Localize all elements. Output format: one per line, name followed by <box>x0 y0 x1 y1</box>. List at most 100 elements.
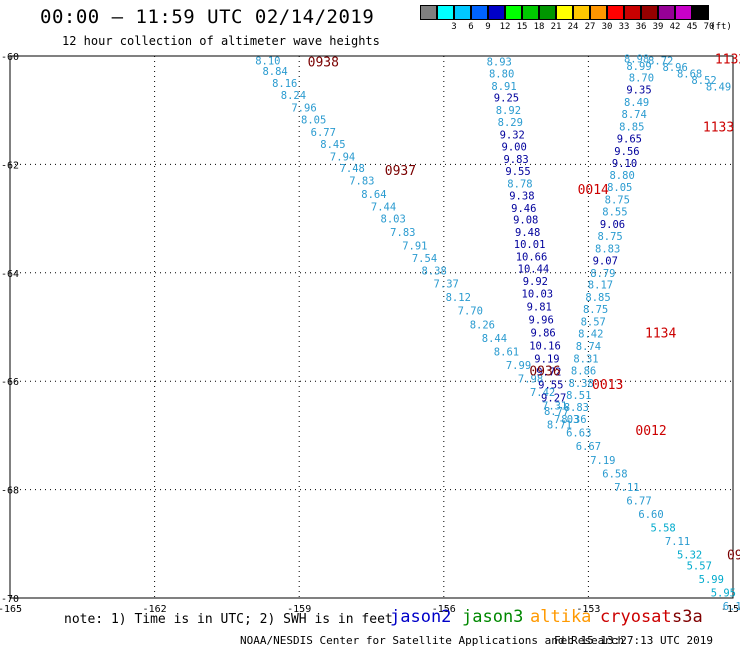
wave-height-value: 10.03 <box>522 288 554 300</box>
wave-height-value: 8.42 <box>578 329 603 341</box>
time-labels: 0938 0937 0014 1133 1134 0936 0013 0012 0935 1132 <box>308 53 740 564</box>
wave-height-value: 8.38 <box>569 378 594 390</box>
page-title: 00:00 – 11:59 UTC 02/14/2019 <box>40 6 375 28</box>
wave-height-value: 6.67 <box>576 441 601 453</box>
colorbar-swatch <box>692 5 709 20</box>
wave-height-value: 9.55 <box>538 379 563 391</box>
colorbar-swatch <box>437 5 454 20</box>
wave-height-value: 8.93 <box>487 56 512 68</box>
wave-height-value: 5.32 <box>677 550 702 562</box>
wave-height-value: 8.64 <box>361 189 386 201</box>
wave-height-value: 9.96 <box>529 314 554 326</box>
wave-height-value: 8.49 <box>706 81 731 93</box>
wave-height-value: 8.68 <box>677 68 702 80</box>
wave-height-value: 6.19 <box>723 601 740 613</box>
wave-height-value: 8.24 <box>281 90 306 102</box>
page-subtitle: 12 hour collection of altimeter wave hei… <box>62 34 380 48</box>
wave-height-value: 7.83 <box>349 176 374 188</box>
wave-height-value: 5.99 <box>699 574 724 586</box>
wave-height-value: 8.85 <box>585 292 610 304</box>
colorbar-swatch <box>420 5 437 20</box>
lon-tick-label: -162 <box>143 604 167 615</box>
wave-height-value: 8.75 <box>605 195 630 207</box>
colorbar-swatch <box>641 5 658 20</box>
legend-jason2: jason2 <box>390 607 452 627</box>
time-label: 0938 <box>308 55 339 70</box>
wave-height-value: 8.61 <box>494 346 519 358</box>
time-label: 0936 <box>529 364 560 379</box>
colorbar-label: 36 <box>635 22 647 32</box>
colorbar-unit: (ft) <box>710 22 732 32</box>
wave-height-value: 8.31 <box>573 353 598 365</box>
wave-height-value: 9.19 <box>534 353 559 365</box>
colorbar-label: 21 <box>550 22 562 32</box>
wave-height-value: 9.81 <box>527 301 552 313</box>
colorbar-label: 42 <box>669 22 681 32</box>
wave-height-value: 8.55 <box>602 207 627 219</box>
wave-height-value: 10.01 <box>514 239 546 251</box>
wave-height-value: 8.80 <box>489 68 514 80</box>
colorbar-label: 30 <box>601 22 613 32</box>
colorbar-swatch <box>607 5 624 20</box>
wave-height-value: 9.25 <box>494 93 519 105</box>
wave-height-value: 8.77 <box>544 406 569 418</box>
wave-height-value: 7.91 <box>402 241 427 253</box>
wave-height-value: 8.85 <box>619 121 644 133</box>
wave-height-value: 8.75 <box>597 231 622 243</box>
wave-height-value: 10.16 <box>529 340 561 352</box>
wave-height-value: 6.63 <box>566 428 591 440</box>
wave-height-value: 7.48 <box>340 163 365 175</box>
lon-tick-label: -156 <box>432 604 456 615</box>
lon-tick-label: -153 <box>576 604 600 615</box>
wave-height-value: 8.84 <box>262 66 287 78</box>
wave-height-value: 9.27 <box>541 392 566 404</box>
lon-tick-label: -159 <box>287 604 311 615</box>
wave-height-value: 9.65 <box>617 133 642 145</box>
track-0012: 8.988.998.709.358.498.748.859.659.569.10… <box>561 54 654 426</box>
wave-height-value: 6.60 <box>638 509 663 521</box>
colorbar-swatch <box>556 5 573 20</box>
wave-height-value: 6.58 <box>602 468 627 480</box>
lat-tick-label: -68 <box>1 486 19 497</box>
colorbar-label: 18 <box>533 22 545 32</box>
wave-height-value: 8.74 <box>622 109 647 121</box>
lat-tick-label: -70 <box>1 594 19 605</box>
wave-height-value: 9.06 <box>600 219 625 231</box>
legend-s3a: s3a <box>672 607 703 627</box>
track-0014: 8.938.808.919.258.928.299.329.009.839.55… <box>487 56 573 431</box>
wave-height-value: 8.29 <box>498 117 523 129</box>
colorbar-swatch <box>539 5 556 20</box>
wave-height-value: 9.55 <box>505 166 530 178</box>
wave-height-value: 8.98 <box>624 54 649 66</box>
wave-height-value: 7.42 <box>530 387 555 399</box>
track-0938: 8.108.848.168.247.968.056.778.457.947.48… <box>255 55 740 613</box>
wave-height-value: 8.79 <box>590 268 615 280</box>
colorbar-label: 45 <box>686 22 698 32</box>
time-label: 0935 <box>727 549 740 564</box>
wave-height-value: 5.58 <box>650 523 675 535</box>
colorbar-label: 27 <box>584 22 596 32</box>
time-label: 1133 <box>703 120 734 135</box>
time-label: 1132 <box>715 53 740 68</box>
lon-tick-label: -150 <box>721 604 740 615</box>
colorbar-swatch <box>454 5 471 20</box>
wave-height-value: 8.70 <box>629 73 654 85</box>
wave-height-value: 7.03 <box>554 414 579 426</box>
map-border <box>9 55 734 599</box>
colorbar-swatch <box>471 5 488 20</box>
wave-height-value: 5.57 <box>687 560 712 572</box>
wave-height-value: 7.44 <box>371 202 396 214</box>
colorbar-swatch <box>590 5 607 20</box>
wave-height-value: 9.72 <box>536 366 561 378</box>
wave-height-value: 9.83 <box>503 154 528 166</box>
wave-height-value: 6.77 <box>626 495 651 507</box>
time-label: 0937 <box>385 164 416 179</box>
legend-jason3: jason3 <box>462 607 524 627</box>
wave-height-value: 8.16 <box>272 78 297 90</box>
wave-height-value: 8.17 <box>588 280 613 292</box>
colorbar-label: 33 <box>618 22 630 32</box>
wave-height-value: 8.78 <box>507 178 532 190</box>
wave-height-value: 10.44 <box>518 263 550 275</box>
wave-height-value: 7.54 <box>412 253 437 265</box>
wave-height-value: 7.11 <box>614 482 639 494</box>
